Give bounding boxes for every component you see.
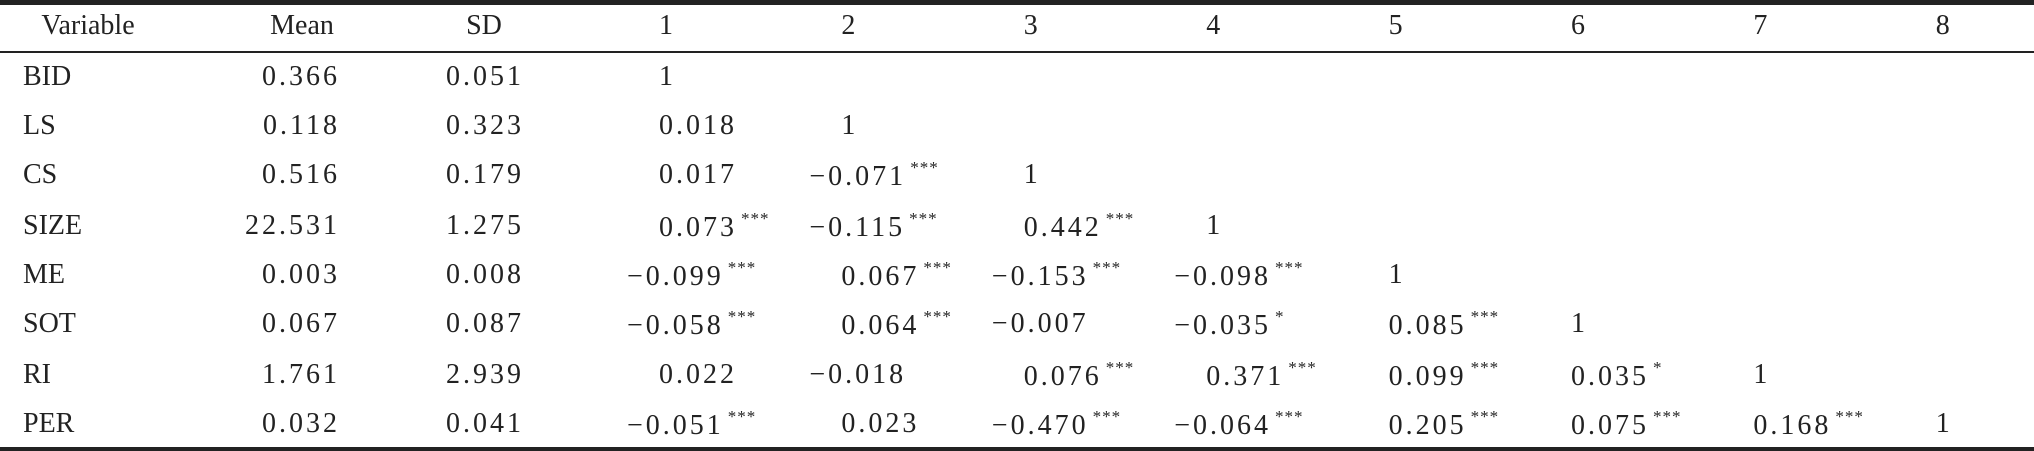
significance: *** xyxy=(1274,258,1304,277)
significance: *** xyxy=(1105,358,1135,377)
significance: *** xyxy=(1092,407,1122,426)
header-cell: 8 xyxy=(1935,10,1950,41)
significance: *** xyxy=(910,158,939,177)
corr-cell: 0.017 xyxy=(659,159,737,190)
corr-cell: −0.018 xyxy=(809,359,907,390)
corr-cell: 1 xyxy=(1571,308,1588,339)
significance: *** xyxy=(1470,307,1500,326)
corr-cell: 0.076 *** xyxy=(1023,358,1135,392)
header-cell: 7 xyxy=(1753,10,1768,41)
significance: *** xyxy=(1653,407,1682,426)
significance: * xyxy=(1274,307,1285,326)
corr-cell: 1 xyxy=(1753,359,1771,390)
significance: *** xyxy=(727,258,757,277)
corr-cell: −0.115 *** xyxy=(809,209,938,243)
significance: *** xyxy=(727,307,757,326)
corr-cell: 1 xyxy=(1023,159,1041,190)
corr-cell: −0.051 *** xyxy=(627,407,757,441)
row-label: BID xyxy=(23,61,72,92)
bottom-rule xyxy=(0,447,2034,451)
mean-cell: 0.032 xyxy=(262,408,340,439)
corr-cell: 0.075 *** xyxy=(1571,407,1682,441)
sd-cell: 0.008 xyxy=(446,259,524,290)
corr-cell: 0.085 *** xyxy=(1388,307,1500,341)
corr-cell: −0.064 *** xyxy=(1174,407,1304,441)
corr-cell: 1 xyxy=(659,61,676,92)
significance: *** xyxy=(1274,407,1304,426)
header-cell: 3 xyxy=(1023,10,1038,41)
significance: *** xyxy=(741,209,770,228)
mean-cell: 0.067 xyxy=(262,308,340,339)
corr-cell: 0.099 *** xyxy=(1388,358,1500,392)
header-cell: 6 xyxy=(1571,10,1585,41)
header-cell: 5 xyxy=(1388,10,1403,41)
sd-cell: 0.041 xyxy=(446,408,524,439)
significance: *** xyxy=(1105,209,1135,228)
corr-cell: −0.007 xyxy=(991,308,1089,339)
row-label: LS xyxy=(23,110,56,141)
corr-cell: 0.067 *** xyxy=(841,258,952,292)
significance: *** xyxy=(727,407,757,426)
row-label: SOT xyxy=(23,308,76,339)
header-cell: SD xyxy=(466,10,502,41)
row-label: RI xyxy=(23,359,51,390)
mean-cell: 0.366 xyxy=(262,61,340,92)
corr-cell: 0.168 *** xyxy=(1753,407,1864,441)
mean-cell: 0.516 xyxy=(262,159,340,190)
corr-cell: 0.018 xyxy=(659,110,737,141)
sd-cell: 0.087 xyxy=(446,308,524,339)
row-label: PER xyxy=(23,408,75,439)
corr-cell: 1 xyxy=(1206,210,1224,241)
sd-cell: 0.323 xyxy=(446,110,524,141)
corr-cell: −0.098 *** xyxy=(1174,258,1304,292)
significance: *** xyxy=(923,258,952,277)
corr-cell: 0.205 *** xyxy=(1388,407,1500,441)
corr-cell: 1 xyxy=(1388,259,1406,290)
corr-cell: 1 xyxy=(1935,408,1953,439)
sd-cell: 0.179 xyxy=(446,159,524,190)
significance: * xyxy=(1653,358,1663,377)
significance: *** xyxy=(909,209,938,228)
corr-cell: 0.023 xyxy=(841,408,920,439)
corr-cell: 0.442 *** xyxy=(1023,209,1135,243)
row-label: ME xyxy=(23,259,65,290)
sd-cell: 1.275 xyxy=(446,210,524,241)
mean-cell: 0.003 xyxy=(262,259,340,290)
corr-cell: 0.371 *** xyxy=(1206,358,1317,392)
corr-cell: 0.035 * xyxy=(1571,358,1663,392)
significance: *** xyxy=(1470,358,1500,377)
header-cell: 1 xyxy=(659,10,673,41)
row-label: CS xyxy=(23,159,58,190)
corr-cell: 0.022 xyxy=(659,359,737,390)
corr-cell: −0.153 *** xyxy=(991,258,1122,292)
corr-cell: −0.058 *** xyxy=(627,307,757,341)
header-cell: Variable xyxy=(41,10,135,41)
significance: *** xyxy=(1835,407,1864,426)
mean-cell: 1.761 xyxy=(262,359,340,390)
significance: *** xyxy=(1288,358,1317,377)
mean-cell: 22.531 xyxy=(245,210,340,241)
sd-cell: 2.939 xyxy=(446,359,524,390)
header-cell: 2 xyxy=(841,10,856,41)
corr-cell: 0.073 *** xyxy=(659,209,770,243)
corr-cell: −0.099 *** xyxy=(627,258,757,292)
significance: *** xyxy=(923,307,952,326)
top-rule xyxy=(0,0,2034,5)
corr-cell: 1 xyxy=(841,110,859,141)
header-cell: Mean xyxy=(270,10,334,41)
row-label: SIZE xyxy=(23,210,83,241)
significance: *** xyxy=(1470,407,1500,426)
significance: *** xyxy=(1092,258,1122,277)
corr-cell: −0.035 * xyxy=(1174,307,1285,341)
mean-cell: 0.118 xyxy=(263,110,340,141)
header-cell: 4 xyxy=(1206,10,1221,41)
sd-cell: 0.051 xyxy=(446,61,524,92)
corr-cell: 0.064 *** xyxy=(841,307,952,341)
corr-cell: −0.470 *** xyxy=(991,407,1122,441)
corr-cell: −0.071 *** xyxy=(809,158,939,192)
header-rule xyxy=(0,51,2034,53)
